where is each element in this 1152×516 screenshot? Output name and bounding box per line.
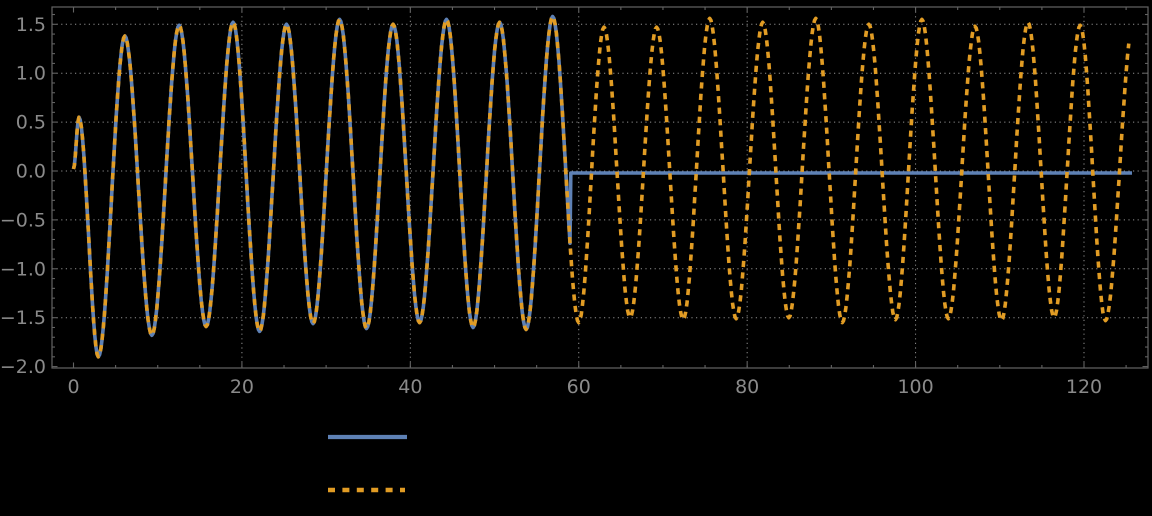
x-tick-label: 60 (567, 376, 591, 398)
x-tick-label: 80 (735, 376, 759, 398)
y-tick-label: 1.5 (16, 14, 46, 36)
tick-labels-group: 0 20 40 60 80 100 120 1.5 1.0 0.5 0.0 −0.5 −1.0 −1.5 −… (0, 14, 1102, 398)
legend-group (328, 434, 407, 493)
y-tick-label: 0.5 (16, 112, 46, 134)
x-tick-label: 120 (1066, 376, 1102, 398)
frame-group (51, 6, 1149, 369)
series-blue-windowed-line (71, 14, 1132, 359)
y-tick-label: −2.0 (0, 356, 46, 378)
series-group (71, 14, 1132, 359)
y-tick-label: 0.0 (16, 161, 46, 183)
y-tick-label: −0.5 (0, 209, 46, 231)
gridlines-group (52, 7, 1148, 368)
x-tick-label: 100 (897, 376, 933, 398)
y-tick-label: −1.5 (0, 307, 46, 329)
x-tick-label: 0 (67, 376, 79, 398)
y-tick-label: −1.0 (0, 258, 46, 280)
plot-frame (51, 6, 1149, 369)
x-tick-label: 20 (230, 376, 254, 398)
series-orange-dashed-line (71, 14, 1131, 359)
y-tick-label: 1.0 (16, 63, 46, 85)
x-tick-label: 40 (398, 376, 422, 398)
